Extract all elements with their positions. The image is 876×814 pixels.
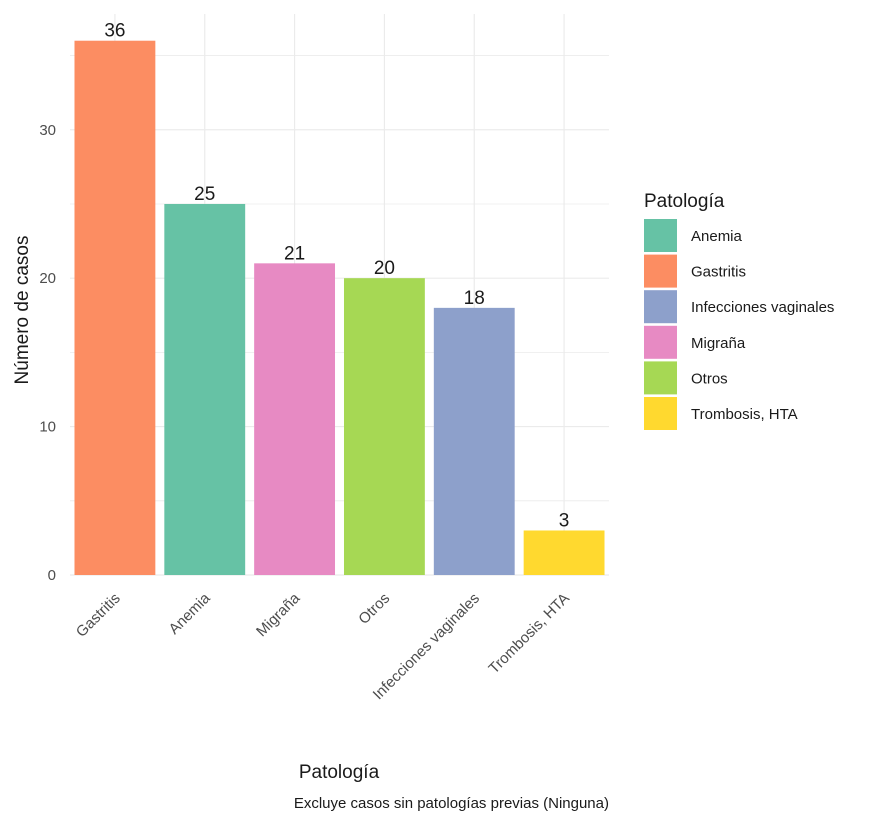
bar-value-label: 3 xyxy=(559,510,570,531)
chart-caption: Excluye casos sin patologías previas (Ni… xyxy=(294,795,609,812)
legend-label: Infecciones vaginales xyxy=(691,299,834,316)
x-tick-label: Anemia xyxy=(166,589,214,637)
legend-label: Trombosis, HTA xyxy=(691,406,798,423)
bar-value-label: 20 xyxy=(374,258,395,279)
bar xyxy=(343,278,425,575)
y-tick-label: 30 xyxy=(39,122,56,139)
y-tick-label: 20 xyxy=(39,270,56,287)
bar xyxy=(74,40,156,575)
legend-swatch xyxy=(644,397,677,430)
x-tick-label: Trombosis, HTA xyxy=(485,590,572,677)
bar-value-label: 36 xyxy=(104,21,125,42)
bar xyxy=(523,530,605,575)
legend-swatch xyxy=(644,325,677,359)
legend-label: Otros xyxy=(691,370,728,387)
y-tick-label: 10 xyxy=(39,419,56,436)
bars xyxy=(74,40,605,575)
y-axis-ticks: 0 10 20 30 xyxy=(39,122,56,584)
x-tick-label: Gastritis xyxy=(73,590,124,641)
legend: Patología Anemia Gastritis Infecciones vag… xyxy=(644,191,834,430)
legend-swatch xyxy=(644,361,677,395)
bar xyxy=(164,203,246,575)
x-axis-title: Patología xyxy=(299,762,380,783)
legend-swatch xyxy=(644,254,677,288)
bar-value-label: 18 xyxy=(464,288,485,309)
bar-value-label: 25 xyxy=(194,184,215,205)
x-tick-label: Migraña xyxy=(253,589,304,640)
legend-swatch xyxy=(644,219,677,252)
x-tick-label: Otros xyxy=(355,590,393,628)
legend-label: Migraña xyxy=(691,335,746,352)
bar-value-label: 21 xyxy=(284,243,305,264)
y-axis-title: Número de casos xyxy=(12,236,33,385)
y-tick-label: 0 xyxy=(48,567,56,584)
legend-label: Anemia xyxy=(691,228,743,245)
legend-swatch xyxy=(644,290,677,324)
bar xyxy=(433,307,515,575)
legend-label: Gastritis xyxy=(691,264,746,281)
bar xyxy=(254,263,336,575)
legend-title: Patología xyxy=(644,191,725,212)
bar-value-labels: 36 25 21 20 18 3 xyxy=(104,21,569,532)
legend-items: Anemia Gastritis Infecciones vaginales Migr… xyxy=(644,219,834,430)
